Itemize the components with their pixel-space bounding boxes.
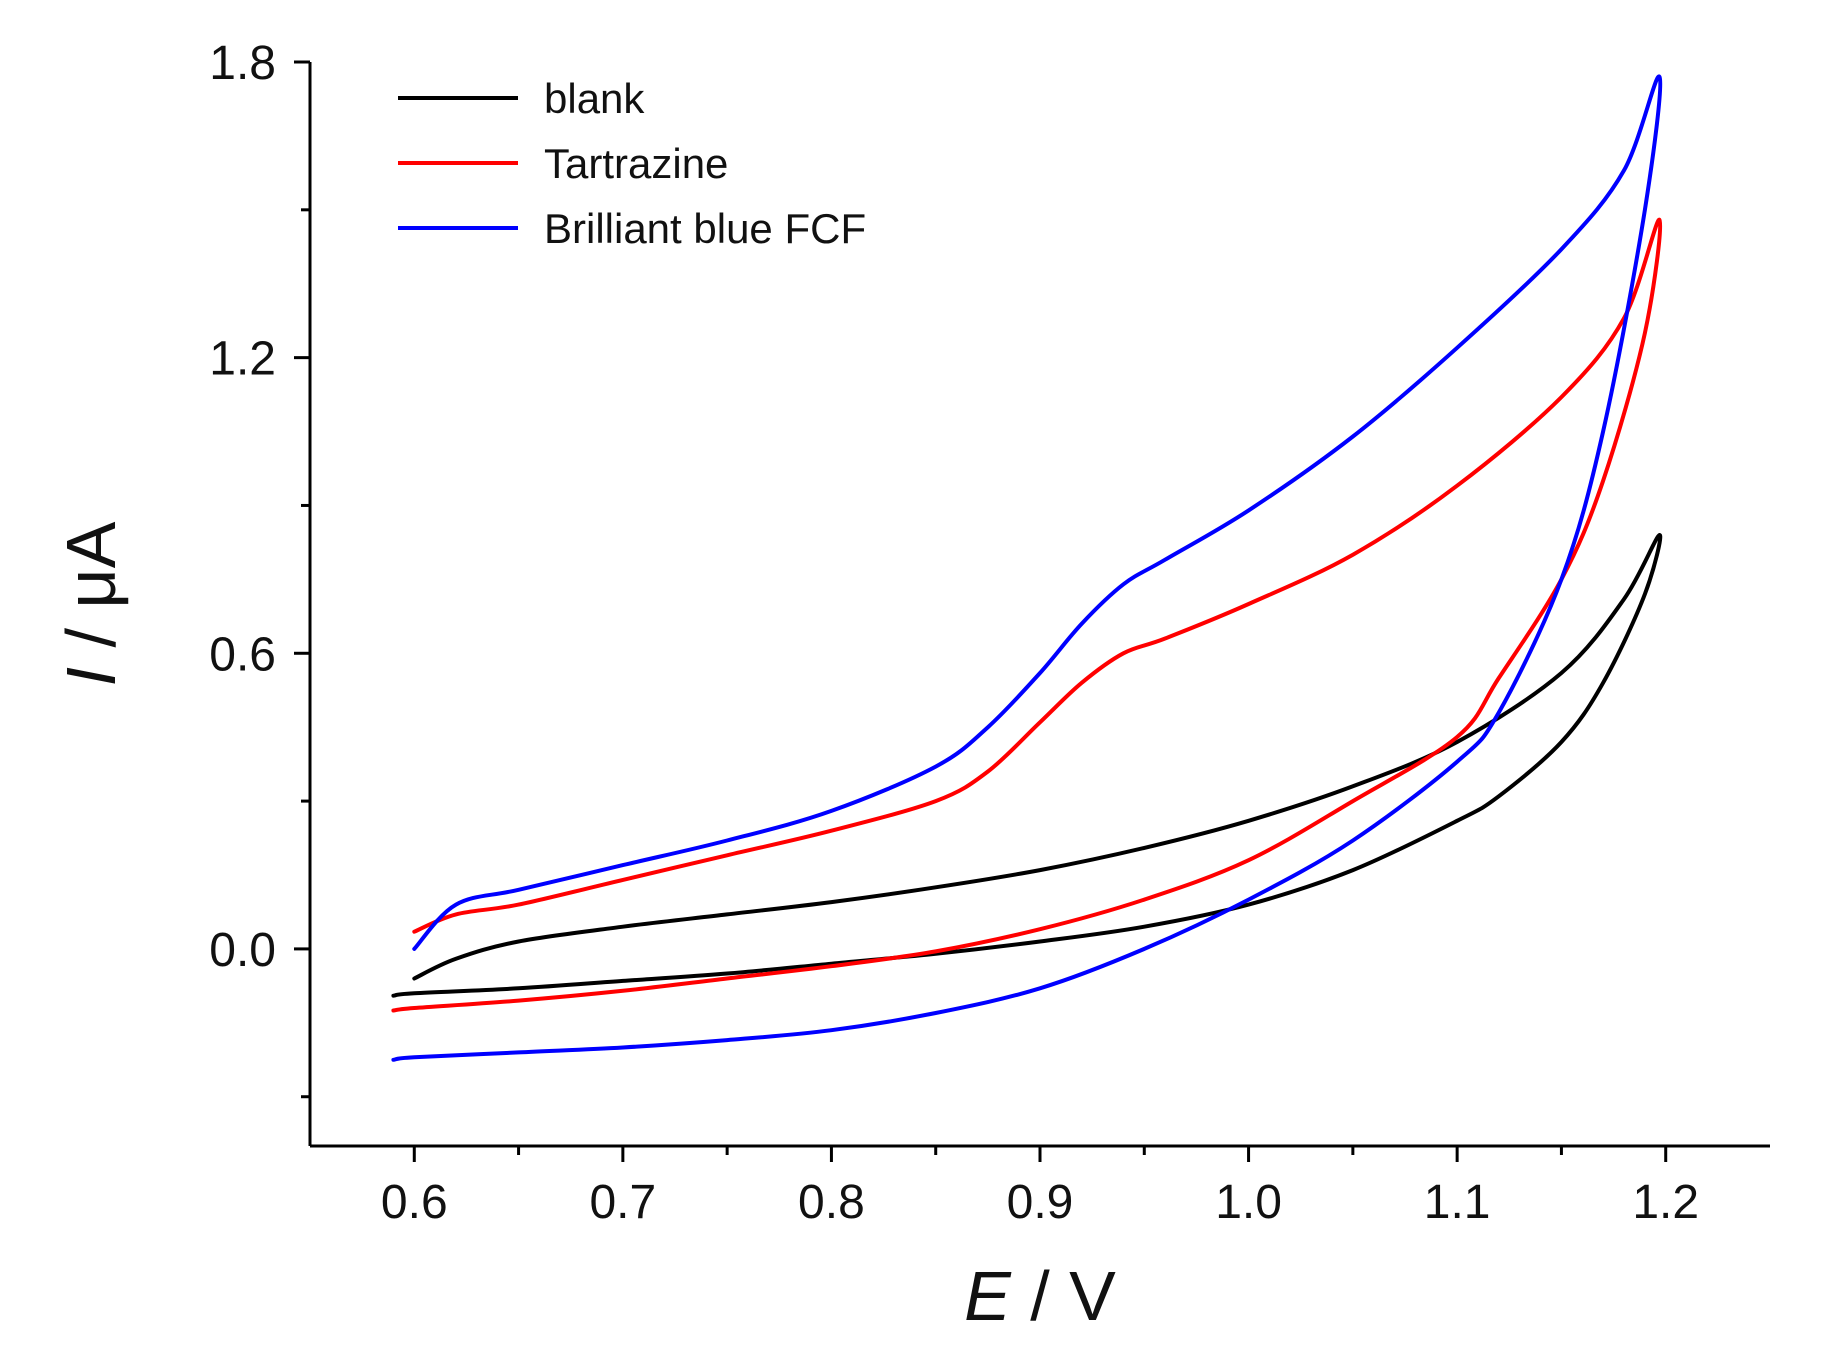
legend: blank Tartrazine Brilliant blue FCF — [398, 75, 866, 252]
y-axis-title: I / μA — [52, 521, 130, 686]
series-layer — [391, 74, 1663, 1062]
x-axis-variable: E — [964, 1257, 1012, 1335]
x-tick-label: 1.1 — [1424, 1176, 1491, 1229]
x-axis-unit: / V — [1011, 1257, 1116, 1335]
series-line-tartrazine — [391, 217, 1663, 1013]
legend-label: Brilliant blue FCF — [544, 205, 866, 252]
x-tick-label: 0.9 — [1007, 1176, 1074, 1229]
legend-label: Tartrazine — [544, 140, 728, 187]
x-tick-label: 0.8 — [798, 1176, 865, 1229]
x-axis-title: E / V — [964, 1257, 1116, 1335]
y-tick-label: 0.6 — [209, 628, 276, 681]
x-tick-label: 1.2 — [1632, 1176, 1699, 1229]
y-axis-unit: / μA — [52, 521, 130, 667]
y-axis-variable: I — [52, 667, 130, 686]
x-tick-label: 1.0 — [1215, 1176, 1282, 1229]
y-tick-label: 1.2 — [209, 333, 276, 386]
y-tick-label: 1.8 — [209, 37, 276, 90]
y-tick-label: 0.0 — [209, 924, 276, 977]
legend-label: blank — [544, 75, 645, 122]
series-line-blank — [391, 532, 1663, 998]
x-tick-label: 0.7 — [589, 1176, 656, 1229]
x-tick-label: 0.6 — [381, 1176, 448, 1229]
ticks-layer: 0.6 0.7 0.8 0.9 1.0 1.1 1.2 0.0 0.6 1.2 1.8 — [209, 37, 1699, 1229]
series-line-brilliant-blue-fcf — [391, 74, 1663, 1062]
